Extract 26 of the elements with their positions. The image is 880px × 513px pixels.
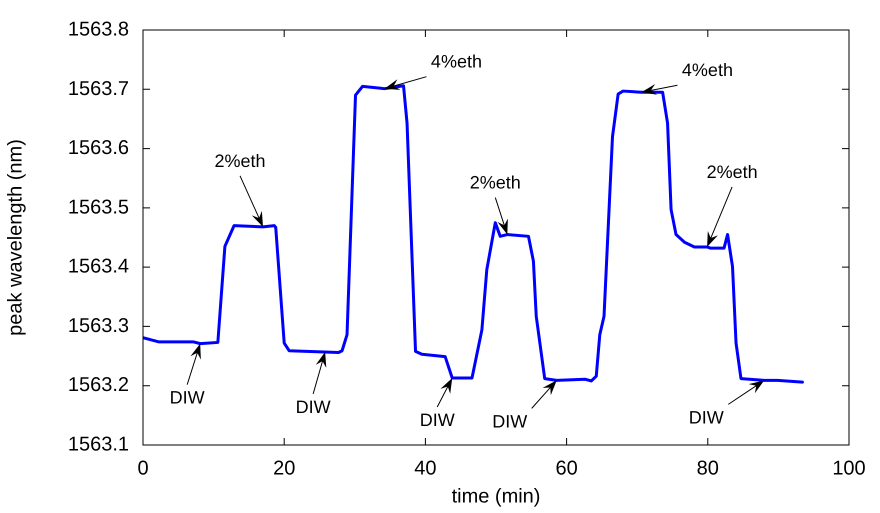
annotation: DIW [688, 407, 724, 428]
annotation: 2%eth [706, 162, 758, 182]
annotation: 4%eth [430, 52, 482, 72]
annotation: DIW [420, 410, 455, 430]
y-tick-label: 1563.3 [68, 314, 129, 337]
annotation: DIW [492, 411, 528, 432]
x-tick-label: 60 [555, 458, 578, 480]
x-axis-title: time (min) [452, 486, 540, 508]
x-tick-label: 80 [696, 458, 719, 480]
y-axis-title: peak wavelength (nm) [4, 139, 27, 336]
y-tick-label: 1563.1 [68, 434, 129, 456]
annotation: 2%eth [214, 150, 266, 171]
y-tick-label: 1563.6 [68, 137, 129, 160]
y-tick-label: 1563.5 [68, 196, 129, 218]
annotation: DIW [170, 388, 205, 408]
annotation: DIW [296, 396, 331, 417]
y-tick-label: 1563.8 [68, 18, 129, 41]
y-tick-label: 1563.7 [68, 78, 129, 100]
x-tick-label: 100 [832, 458, 866, 480]
y-tick-label: 1563.2 [68, 374, 129, 396]
x-tick-label: 0 [137, 458, 149, 480]
x-tick-label: 20 [273, 458, 296, 480]
annotation: 2%eth [470, 172, 521, 193]
annotation: 4%eth [682, 60, 733, 80]
y-tick-label: 1563.4 [68, 256, 129, 278]
x-tick-label: 40 [414, 458, 437, 480]
